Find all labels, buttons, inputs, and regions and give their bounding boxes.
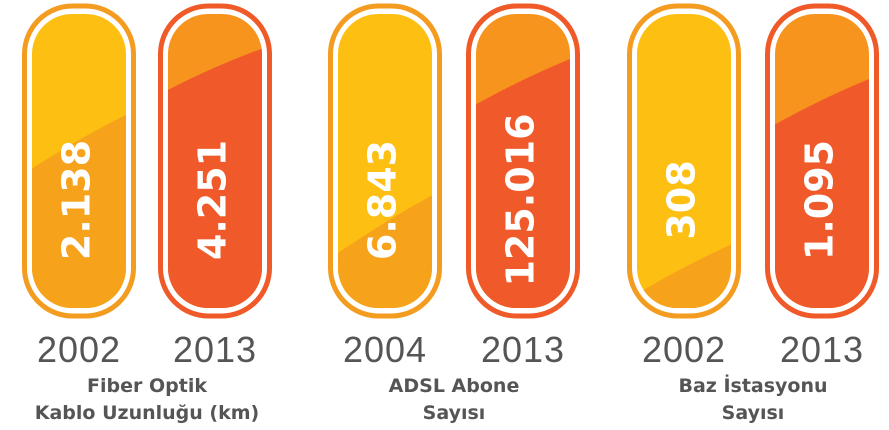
pill: 125.016 [466, 3, 580, 319]
pill-bottom [32, 110, 126, 308]
pill-bottom [637, 240, 731, 308]
stat-label: Fiber Optik [87, 375, 207, 397]
year-label: 2013 [481, 329, 565, 370]
stat-label: Baz İstasyonu [678, 373, 827, 397]
pill: 4.251 [158, 3, 272, 319]
year-label: 2013 [780, 329, 864, 370]
stat-label: ADSL Abone [389, 375, 520, 397]
stat-value: 2.138 [55, 140, 99, 260]
pill-bottom [775, 75, 869, 308]
stat-value: 4.251 [191, 140, 235, 260]
stat-label: Sayısı [722, 402, 785, 424]
stat-group: 6.843 2004 125.016 2013 ADSL Abone Sayısı [328, 3, 580, 424]
pill: 1.095 [765, 3, 879, 319]
pill-bottom [338, 190, 432, 308]
pill-bottom [476, 55, 570, 308]
stat-value: 308 [660, 160, 704, 239]
pill: 308 [627, 3, 741, 319]
pill: 6.843 [328, 3, 442, 319]
stat-label: Sayısı [423, 402, 486, 424]
stat-value: 6.843 [361, 140, 405, 260]
stat-label: Kablo Uzunluğu (km) [35, 402, 259, 424]
year-label: 2004 [343, 329, 427, 370]
stat-group: 308 2002 1.095 2013 Baz İstasyonu Sayısı [627, 3, 879, 424]
stat-value: 125.016 [499, 113, 543, 286]
year-label: 2013 [173, 329, 257, 370]
stat-value: 1.095 [798, 140, 842, 260]
pill: 2.138 [22, 3, 136, 319]
stat-group: 2.138 2002 4.251 2013 Fiber Optik Kablo Uzunl… [22, 3, 272, 424]
year-label: 2002 [37, 329, 121, 370]
pill-bottom [168, 45, 262, 308]
year-label: 2002 [642, 329, 726, 370]
